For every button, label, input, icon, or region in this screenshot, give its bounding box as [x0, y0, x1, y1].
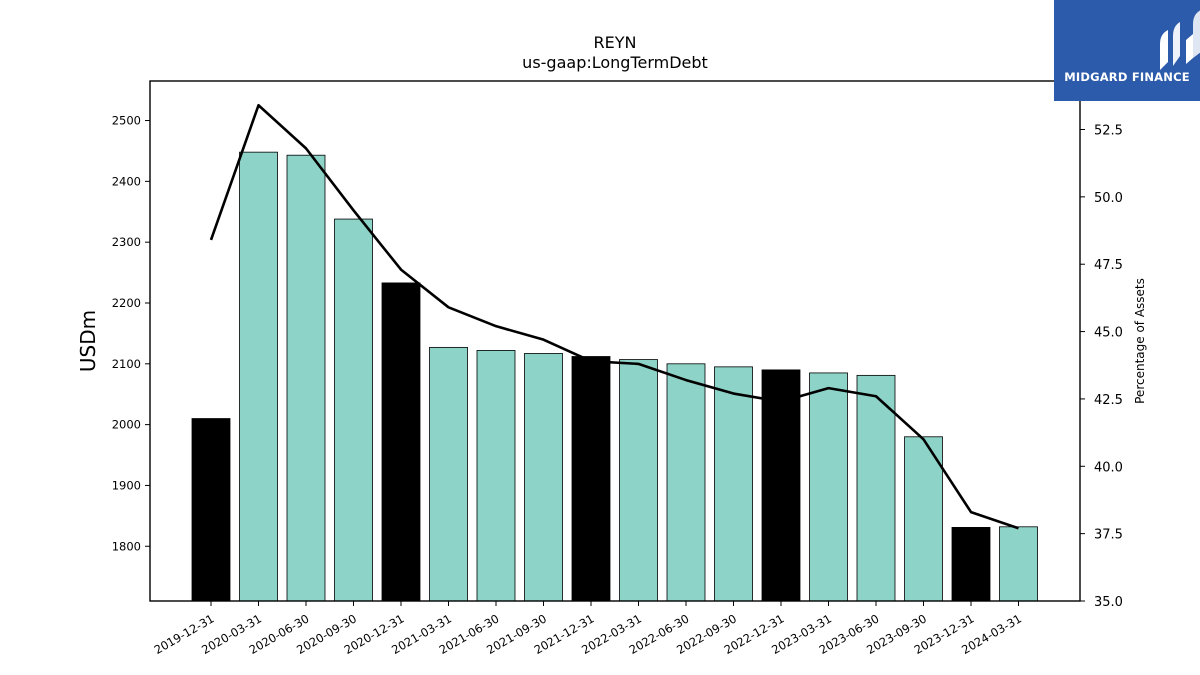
y2-tick-label: 37.5: [1094, 528, 1123, 543]
y2-axis-label: Percentage of Assets: [1133, 278, 1147, 404]
bar-2020-03-31: [239, 151, 278, 602]
bar-2023-06-30: [856, 374, 896, 602]
bars-group: [191, 151, 1038, 602]
logo-mark-icon: [1160, 10, 1200, 70]
bar-2019-12-31: [191, 418, 231, 602]
bar-2023-09-30: [904, 436, 943, 602]
y-tick-label: 2000: [112, 418, 141, 432]
bar-2022-06-30: [666, 363, 706, 602]
y-tick-label: 2400: [112, 174, 141, 188]
y-tick-label: 2500: [112, 114, 141, 128]
bar-2023-12-31: [951, 527, 991, 602]
bar-2021-03-31: [429, 346, 468, 602]
bar-2021-09-30: [524, 353, 563, 602]
chart-title: REYN: [594, 33, 637, 52]
y2-tick-label: 42.5: [1094, 393, 1123, 408]
bar-2022-12-31: [761, 369, 801, 602]
line-group: [209, 103, 1019, 530]
y-tick-label: 2200: [112, 296, 141, 310]
y-tick-label: 2100: [112, 357, 141, 371]
bar-2020-09-30: [334, 218, 373, 602]
y2-tick-label: 52.5: [1094, 123, 1123, 138]
y-tick-label: 1800: [112, 539, 141, 553]
percentage-line: [209, 103, 1019, 530]
y2-tick-label: 45.0: [1094, 326, 1123, 341]
y-tick-label: 2300: [112, 235, 141, 249]
bar-2020-06-30: [286, 154, 326, 602]
chart-subtitle: us-gaap:LongTermDebt: [522, 53, 708, 72]
plot-frame: [149, 80, 1081, 602]
y-tick-label: 1900: [112, 478, 141, 492]
bar-2021-06-30: [476, 350, 516, 602]
bar-2022-03-31: [619, 359, 658, 602]
y2-tick-label: 40.0: [1094, 460, 1123, 475]
y2-tick-label: 50.0: [1094, 191, 1123, 206]
bar-2024-03-31: [999, 526, 1038, 602]
bar-2022-09-30: [714, 366, 753, 602]
bar-2021-12-31: [571, 356, 611, 602]
logo-text: MIDGARD FINANCE: [1064, 70, 1190, 84]
bar-2020-12-31: [381, 282, 421, 602]
y2-tick-label: 35.0: [1094, 595, 1123, 610]
bar-2023-03-31: [809, 372, 848, 602]
y-axis-label: USDm: [76, 310, 100, 372]
midgard-finance-logo: MIDGARD FINANCE: [1054, 0, 1200, 101]
y2-tick-label: 47.5: [1094, 258, 1123, 273]
